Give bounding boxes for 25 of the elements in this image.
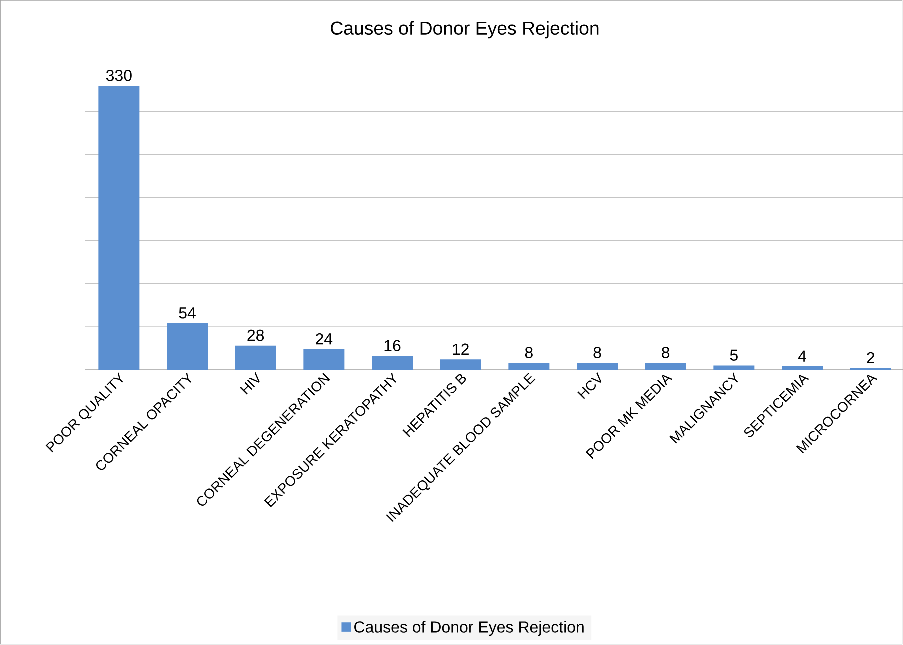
bar [645, 363, 686, 370]
data-label: 8 [525, 347, 533, 358]
bar [98, 86, 140, 370]
bar [372, 356, 414, 370]
bar [508, 363, 550, 370]
chart-title: Causes of Donor Eyes Rejection [331, 21, 599, 39]
data-label: 24 [316, 333, 333, 345]
data-label: 16 [384, 340, 401, 352]
data-label: 5 [730, 350, 738, 361]
bar [714, 366, 755, 370]
bar [167, 324, 208, 370]
data-label: 54 [179, 308, 196, 319]
bar [440, 360, 482, 370]
data-label: 8 [594, 347, 602, 358]
bar [577, 363, 618, 370]
legend-label: Causes of Donor Eyes Rejection [354, 621, 584, 636]
data-label: 2 [867, 352, 874, 364]
data-label: 4 [798, 350, 806, 362]
data-label: 28 [248, 330, 264, 342]
bar [304, 349, 345, 370]
bar [782, 366, 824, 370]
bar [235, 346, 276, 370]
data-label: 330 [106, 70, 132, 82]
data-label: 12 [453, 344, 469, 355]
data-label: 8 [662, 347, 670, 358]
